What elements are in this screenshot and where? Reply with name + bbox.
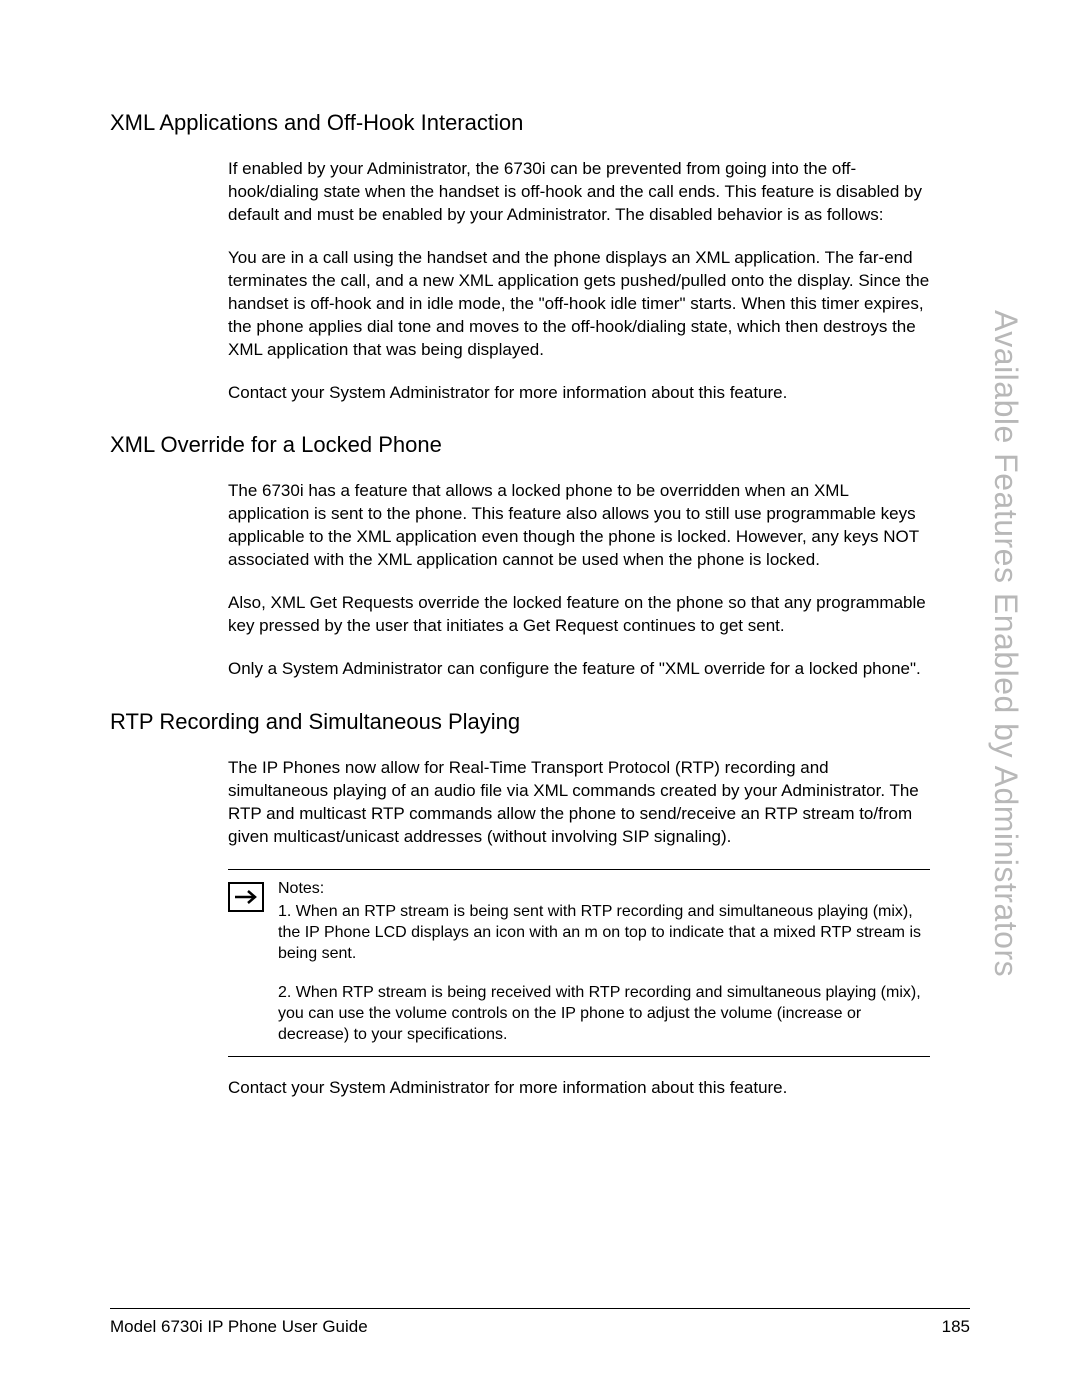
section-heading: XML Override for a Locked Phone [110, 432, 930, 458]
notes-content: Notes: 1. When an RTP stream is being se… [278, 878, 930, 1046]
body-paragraph: Contact your System Administrator for mo… [228, 1077, 930, 1100]
page-footer: Model 6730i IP Phone User Guide 185 [110, 1308, 970, 1337]
section-heading: RTP Recording and Simultaneous Playing [110, 709, 930, 735]
page-content: XML Applications and Off-Hook Interactio… [110, 110, 970, 1099]
body-paragraph: The IP Phones now allow for Real-Time Tr… [228, 757, 930, 849]
body-paragraph: You are in a call using the handset and … [228, 247, 930, 362]
notes-block: Notes: 1. When an RTP stream is being se… [228, 869, 930, 1057]
notes-label: Notes: [278, 878, 930, 899]
page-number: 185 [942, 1317, 970, 1337]
note-item: 2. When RTP stream is being received wit… [278, 982, 930, 1045]
footer-title: Model 6730i IP Phone User Guide [110, 1317, 368, 1337]
body-paragraph: If enabled by your Administrator, the 67… [228, 158, 930, 227]
side-section-label: Available Features Enabled by Administra… [987, 310, 1024, 977]
note-item: 1. When an RTP stream is being sent with… [278, 901, 930, 964]
body-paragraph: Only a System Administrator can configur… [228, 658, 930, 681]
body-paragraph: Also, XML Get Requests override the lock… [228, 592, 930, 638]
arrow-right-icon [228, 882, 264, 912]
body-paragraph: The 6730i has a feature that allows a lo… [228, 480, 930, 572]
section-heading: XML Applications and Off-Hook Interactio… [110, 110, 930, 136]
body-paragraph: Contact your System Administrator for mo… [228, 382, 930, 405]
